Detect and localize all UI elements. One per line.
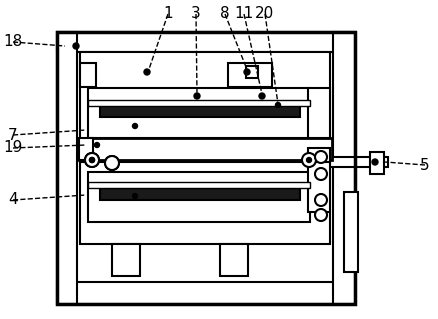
Text: 19: 19	[4, 140, 23, 155]
Circle shape	[95, 143, 99, 147]
Text: 5: 5	[420, 158, 430, 173]
Circle shape	[89, 158, 95, 162]
Bar	[100, 188, 300, 200]
Bar	[333, 32, 355, 304]
Bar	[57, 32, 77, 304]
Bar	[88, 182, 310, 188]
Circle shape	[244, 69, 250, 75]
Bar	[370, 152, 384, 174]
Text: 1: 1	[163, 6, 173, 21]
Bar	[80, 162, 330, 244]
Bar	[79, 138, 332, 160]
Bar	[228, 63, 272, 87]
Bar	[88, 88, 310, 138]
Bar	[100, 105, 300, 117]
Bar	[88, 172, 310, 222]
Bar	[88, 100, 310, 106]
Bar	[112, 244, 140, 276]
Circle shape	[194, 93, 200, 99]
Text: 11: 11	[234, 6, 254, 21]
Circle shape	[259, 93, 265, 99]
Circle shape	[105, 156, 119, 170]
Circle shape	[307, 158, 311, 162]
Bar	[57, 32, 355, 304]
Circle shape	[144, 69, 150, 75]
Bar	[57, 32, 355, 304]
Circle shape	[315, 209, 327, 221]
Circle shape	[73, 43, 79, 49]
Bar	[80, 52, 330, 140]
Text: 18: 18	[4, 34, 23, 49]
Text: 3: 3	[191, 6, 201, 21]
Bar	[80, 63, 96, 87]
Bar	[57, 282, 355, 304]
Circle shape	[85, 153, 99, 167]
Bar	[308, 157, 388, 167]
Circle shape	[372, 159, 378, 165]
Circle shape	[105, 156, 119, 170]
Circle shape	[85, 153, 99, 167]
Bar	[246, 66, 258, 78]
Bar	[308, 162, 330, 212]
Circle shape	[315, 194, 327, 206]
Circle shape	[133, 194, 138, 198]
Bar	[220, 244, 248, 276]
Circle shape	[302, 153, 316, 167]
Text: 7: 7	[8, 128, 18, 143]
Bar	[79, 138, 93, 160]
Text: 4: 4	[8, 192, 18, 207]
Bar	[344, 192, 358, 272]
Bar	[57, 32, 355, 52]
Text: 8: 8	[220, 6, 230, 21]
Circle shape	[89, 158, 95, 162]
Circle shape	[276, 102, 280, 108]
Circle shape	[133, 123, 138, 129]
Bar	[308, 148, 330, 164]
Circle shape	[315, 168, 327, 180]
Bar	[308, 88, 330, 138]
Circle shape	[315, 151, 327, 163]
Text: 20: 20	[255, 6, 275, 21]
